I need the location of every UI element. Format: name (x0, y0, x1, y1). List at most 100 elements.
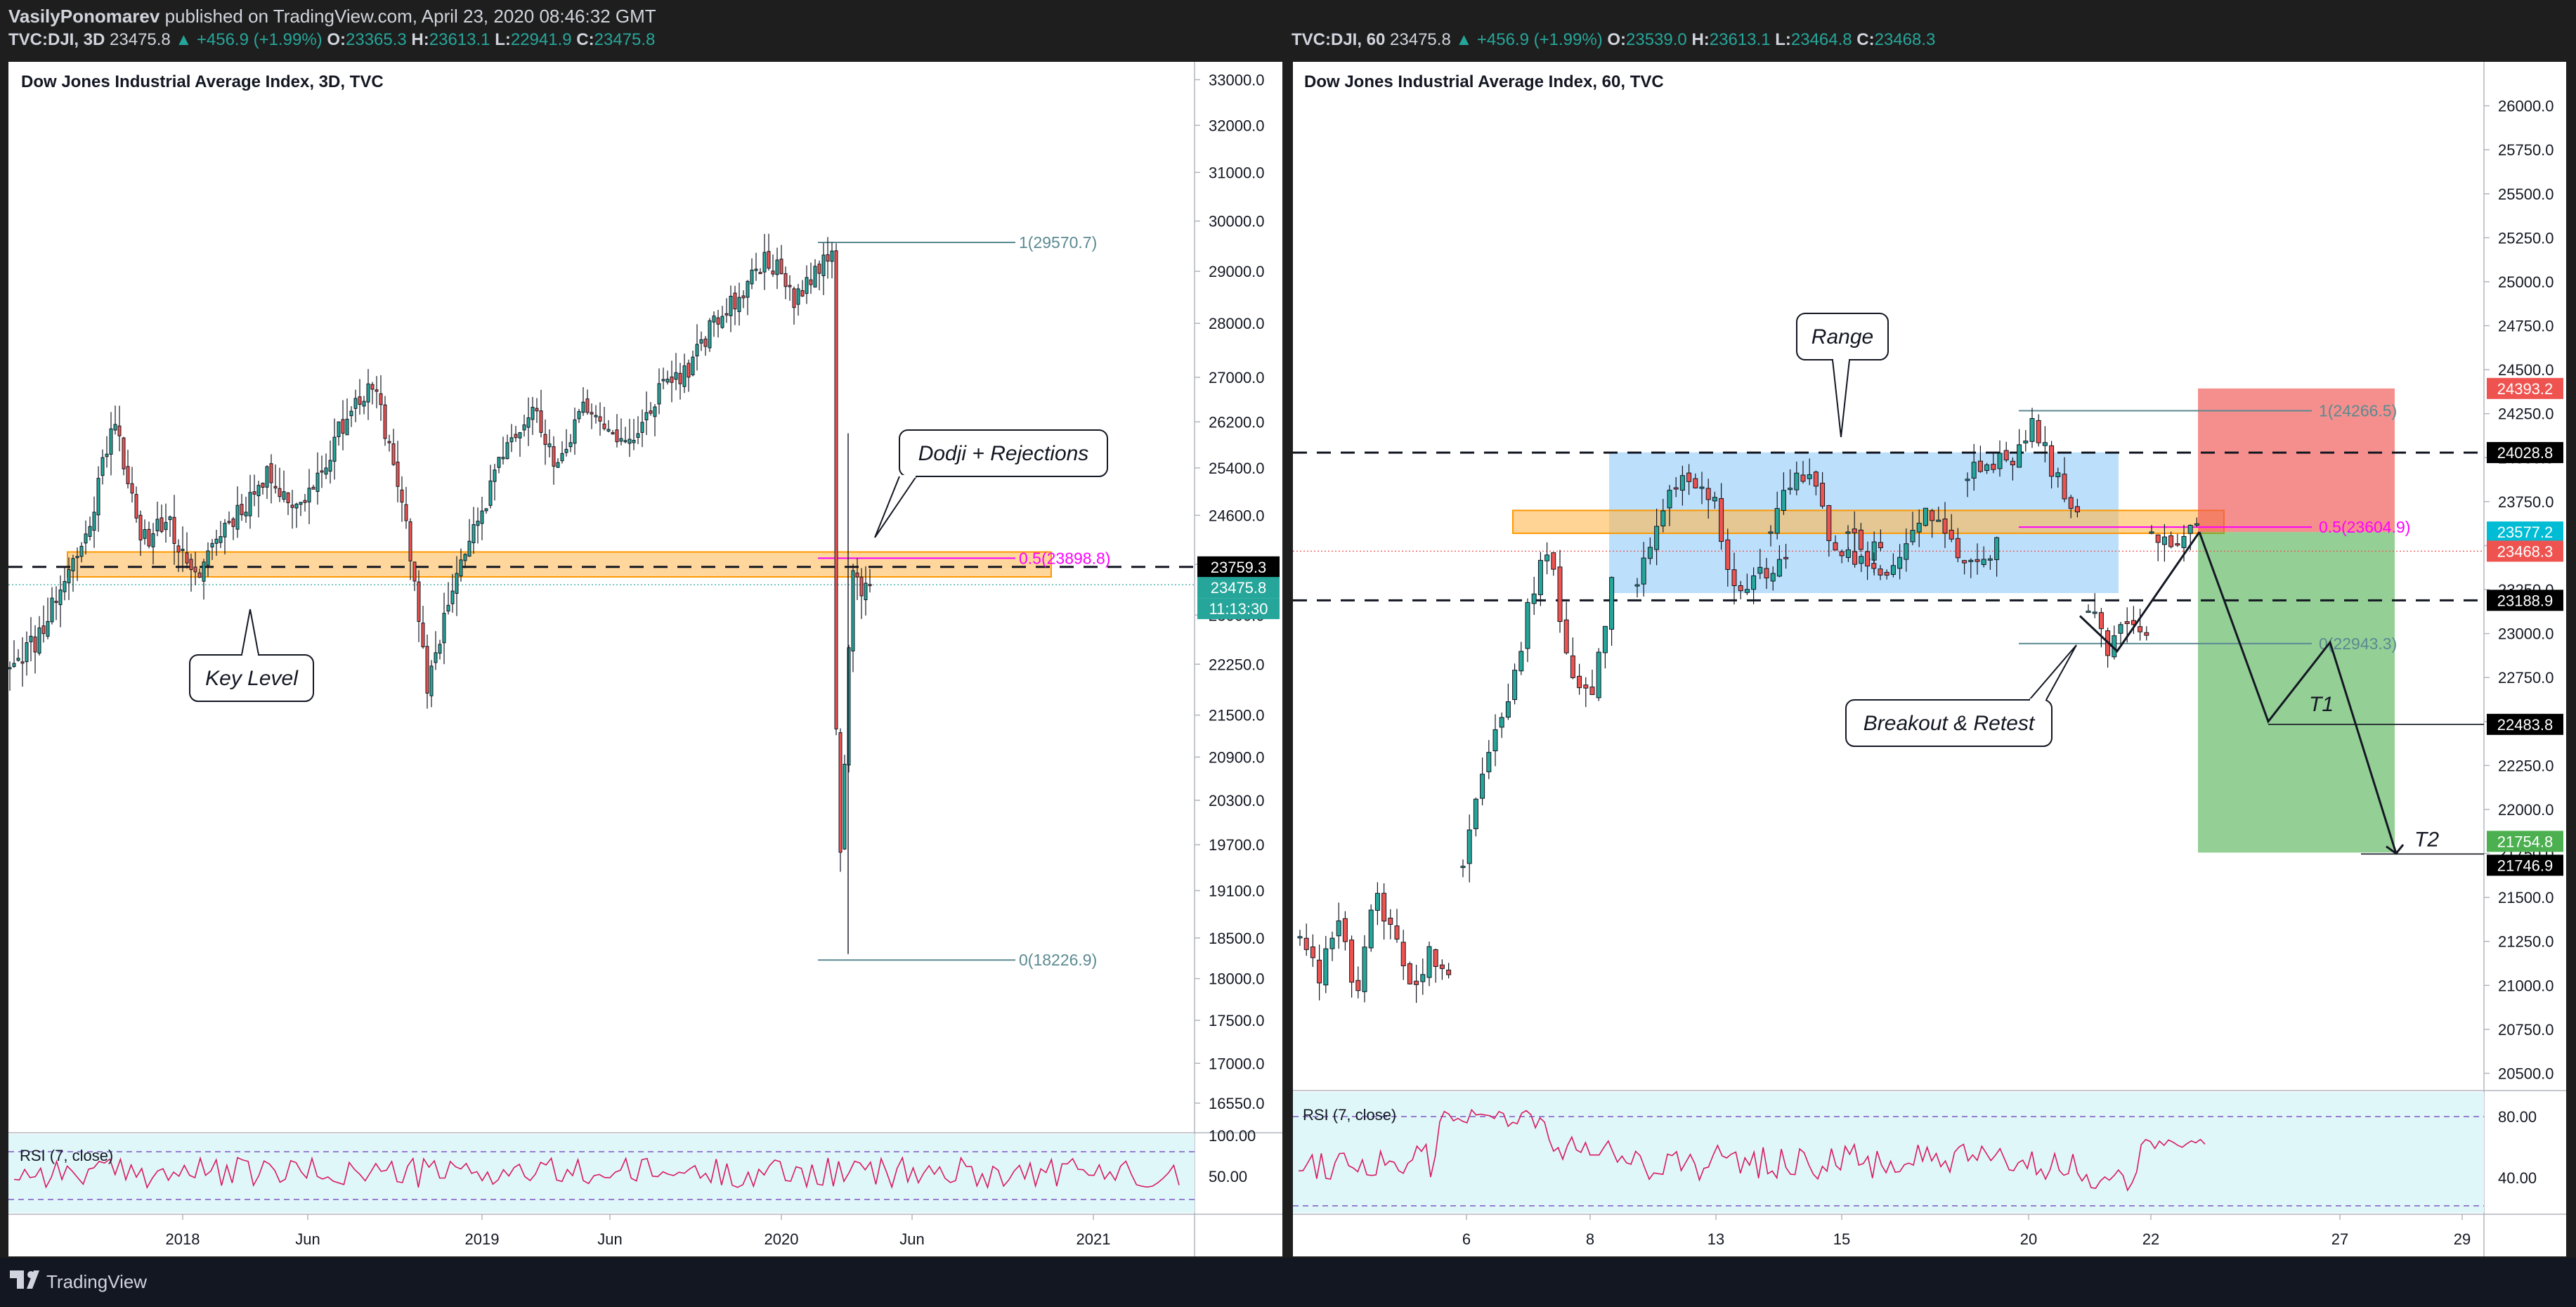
candle-down (1820, 472, 1826, 509)
candle-up (691, 350, 695, 377)
candle-down (800, 280, 805, 297)
candle-body (1744, 589, 1750, 593)
candle-body (2017, 444, 2022, 468)
candle-down (117, 405, 122, 452)
candle-up (737, 282, 741, 326)
candle-body (8, 667, 12, 670)
candle-down (286, 492, 290, 515)
candle-body (670, 376, 674, 383)
candle-body (353, 398, 358, 409)
candle-body (1774, 508, 1780, 534)
key-level-callout-text: Key Level (205, 667, 299, 690)
candle-up (1505, 683, 1511, 720)
candle-body (1833, 542, 1838, 551)
candle-body (864, 583, 868, 601)
candle-up (581, 387, 585, 416)
candle-up (509, 424, 514, 453)
y-tick-label: 20900.0 (1209, 748, 1265, 766)
range-callout-text: Range (1811, 325, 1873, 349)
candle-up (577, 408, 581, 423)
candle-body (1317, 959, 1322, 984)
candle-body (615, 429, 619, 443)
candle-down (1439, 959, 1445, 980)
candle-up (1486, 740, 1492, 779)
candle-up (2042, 426, 2048, 462)
logo-part (27, 1270, 39, 1289)
x-tick-label: 2020 (765, 1230, 799, 1248)
candle-down (826, 237, 830, 279)
candle-up (71, 554, 75, 592)
candle-down (1342, 911, 1348, 951)
candle-body (1770, 573, 1776, 582)
candle-up (332, 418, 337, 480)
candle-body (2194, 523, 2199, 526)
candle-body (771, 271, 775, 275)
candle-body (522, 424, 526, 431)
candle-down (552, 436, 556, 485)
candle-up (8, 661, 12, 691)
x-tick-label: Jun (899, 1230, 924, 1248)
candle-up (1965, 472, 1970, 498)
candle-up (151, 523, 155, 565)
candle-body (1884, 571, 1889, 576)
candle-down (1975, 543, 1980, 575)
candle-body (1673, 487, 1679, 490)
candle-up (754, 252, 758, 281)
candle-body (379, 393, 383, 405)
candle-down (2010, 457, 2015, 481)
key-level-zone (67, 551, 1052, 578)
candle-up (619, 418, 623, 446)
candle-body (122, 437, 126, 469)
key-level-callout-tail (241, 609, 259, 656)
candle-body (640, 422, 644, 433)
candle-body (463, 554, 467, 561)
candle-down (1719, 483, 1724, 550)
rsi-tick-label: 40.00 (2498, 1169, 2537, 1187)
candle-down (2138, 609, 2143, 641)
candle-body (219, 536, 223, 543)
candle-up (1751, 567, 1757, 604)
candle-body (2144, 632, 2149, 636)
candle-body (1583, 684, 1589, 689)
fib-label: 0.5(23604.9) (2319, 518, 2410, 536)
candle-body (767, 251, 771, 269)
candle-body (1923, 507, 1928, 526)
candle-down (1764, 557, 1769, 590)
candle-up (564, 429, 568, 457)
candle-body (661, 379, 665, 382)
candle-body (847, 647, 851, 766)
candle-body (1355, 980, 1361, 991)
candle-body (729, 296, 733, 316)
price-tag-label: 23577.2 (2497, 524, 2554, 541)
candle-body (543, 434, 547, 446)
candle-down (421, 606, 425, 649)
candle-body (387, 441, 391, 443)
range-callout-tail (1832, 359, 1850, 438)
candle-body (358, 396, 362, 405)
candle-body (408, 521, 412, 561)
candle-body (328, 460, 332, 472)
price-tag-label: 22483.8 (2497, 716, 2554, 734)
candle-up (109, 412, 113, 476)
candle-down (514, 426, 518, 442)
x-tick-label: Jun (295, 1230, 320, 1248)
t2-label: T2 (2414, 828, 2439, 852)
candle-down (269, 454, 273, 504)
candle-up (328, 440, 332, 484)
publish-line: VasilyPonomarev published on TradingView… (8, 6, 656, 27)
candle-up (699, 331, 703, 351)
price-tag-label: 11:13:30 (1209, 600, 1268, 618)
candle-up (484, 507, 488, 514)
candle-body (214, 538, 219, 544)
candle-down (33, 625, 37, 674)
candle-down (2062, 457, 2067, 502)
candle-body (189, 559, 193, 571)
candle-body (1602, 625, 1608, 654)
candle-body (1794, 472, 1800, 490)
candle-body (800, 290, 805, 297)
candle-body (783, 273, 788, 287)
candle-body (796, 288, 800, 305)
candle-body (46, 620, 50, 637)
candle-body (240, 504, 244, 515)
candle-down (2168, 531, 2174, 549)
